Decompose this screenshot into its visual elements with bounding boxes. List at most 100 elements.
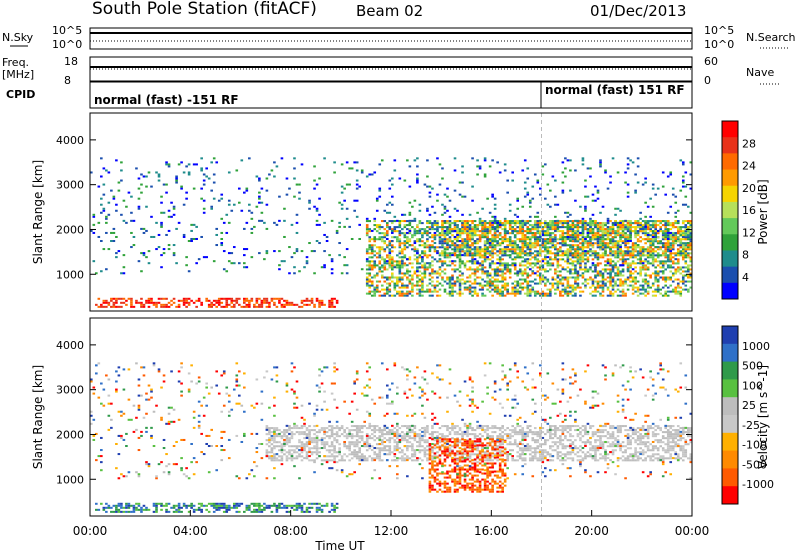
data-cell — [416, 266, 419, 269]
data-cell — [491, 221, 494, 224]
data-cell — [162, 297, 166, 300]
data-cell — [323, 504, 326, 507]
data-cell — [461, 262, 464, 265]
data-cell — [172, 213, 176, 216]
data-cell — [391, 203, 394, 206]
data-cell — [335, 502, 339, 505]
data-cell — [661, 264, 665, 267]
data-cell — [601, 224, 605, 227]
data-cell — [521, 236, 525, 239]
data-cell — [601, 205, 605, 208]
data-cell — [513, 242, 517, 245]
data-cell — [461, 244, 464, 247]
data-cell — [676, 250, 680, 253]
data-cell — [561, 236, 565, 239]
data-cell — [644, 201, 647, 204]
data-cell — [591, 250, 595, 253]
data-cell — [551, 276, 555, 279]
data-cell — [491, 244, 494, 247]
data-cell — [250, 227, 254, 230]
data-cell — [190, 237, 193, 240]
data-cell — [631, 222, 635, 225]
data-cell — [538, 260, 542, 263]
data-cell — [408, 222, 412, 225]
data-cell — [358, 237, 361, 240]
data-cell — [554, 203, 557, 206]
data-cell — [270, 427, 274, 430]
data-cell — [523, 230, 527, 233]
data-cell — [523, 264, 527, 267]
data-cell — [200, 301, 203, 304]
data-cell — [508, 236, 512, 239]
data-cell — [506, 284, 509, 287]
data-cell — [378, 232, 382, 235]
data-cell — [609, 284, 612, 287]
data-cell — [227, 506, 231, 509]
data-cell — [689, 248, 693, 251]
data-cell — [646, 246, 650, 249]
data-cell — [458, 181, 462, 184]
data-cell — [295, 221, 299, 224]
data-cell — [185, 305, 188, 308]
data-cell — [135, 506, 138, 509]
data-cell — [684, 234, 688, 237]
data-cell — [483, 240, 487, 243]
data-cell — [421, 232, 424, 235]
data-cell — [486, 270, 489, 273]
data-cell — [616, 248, 620, 251]
data-cell — [483, 284, 487, 287]
data-cell — [132, 305, 136, 308]
data-cell — [205, 256, 208, 259]
data-cell — [212, 506, 216, 509]
data-cell — [488, 246, 492, 249]
data-cell — [486, 248, 489, 251]
data-cell — [528, 215, 532, 218]
data-cell — [586, 268, 590, 271]
data-cell — [426, 288, 429, 291]
data-cell — [167, 301, 171, 304]
data-cell — [629, 234, 632, 237]
data-cell — [528, 250, 532, 253]
data-cell — [544, 197, 547, 200]
data-cell — [443, 252, 447, 255]
data-cell — [616, 268, 620, 271]
data-cell — [456, 239, 459, 243]
data-cell — [446, 222, 449, 225]
data-cell — [448, 230, 452, 233]
data-cell — [170, 303, 173, 306]
data-cell — [513, 230, 517, 233]
data-cell — [599, 211, 602, 214]
data-cell — [380, 232, 384, 235]
data-cell — [516, 230, 520, 233]
data-cell — [222, 502, 226, 505]
data-cell — [97, 508, 101, 511]
data-cell — [566, 278, 570, 281]
data-cell — [639, 236, 642, 239]
data-cell — [318, 303, 321, 306]
data-cell — [230, 301, 234, 304]
data-cell — [433, 288, 437, 291]
data-cell — [661, 232, 665, 235]
data-cell — [521, 282, 525, 285]
data-cell — [418, 262, 422, 265]
data-cell — [664, 236, 668, 239]
data-cell — [481, 230, 484, 233]
data-cell — [411, 286, 414, 289]
data-cell — [403, 213, 407, 216]
data-cell — [649, 215, 652, 218]
power-ylabel: Slant Range [km] — [31, 160, 45, 264]
colorbar-swatch — [722, 137, 738, 154]
data-cell — [521, 260, 525, 263]
data-cell — [433, 238, 437, 241]
data-cell — [200, 508, 203, 511]
data-cell — [639, 252, 642, 255]
data-cell — [220, 193, 224, 196]
data-cell — [614, 242, 617, 245]
data-cell — [574, 282, 577, 285]
data-cell — [481, 264, 484, 267]
data-cell — [689, 240, 693, 243]
data-cell — [107, 213, 111, 216]
data-cell — [433, 224, 437, 227]
data-cell — [368, 238, 372, 241]
